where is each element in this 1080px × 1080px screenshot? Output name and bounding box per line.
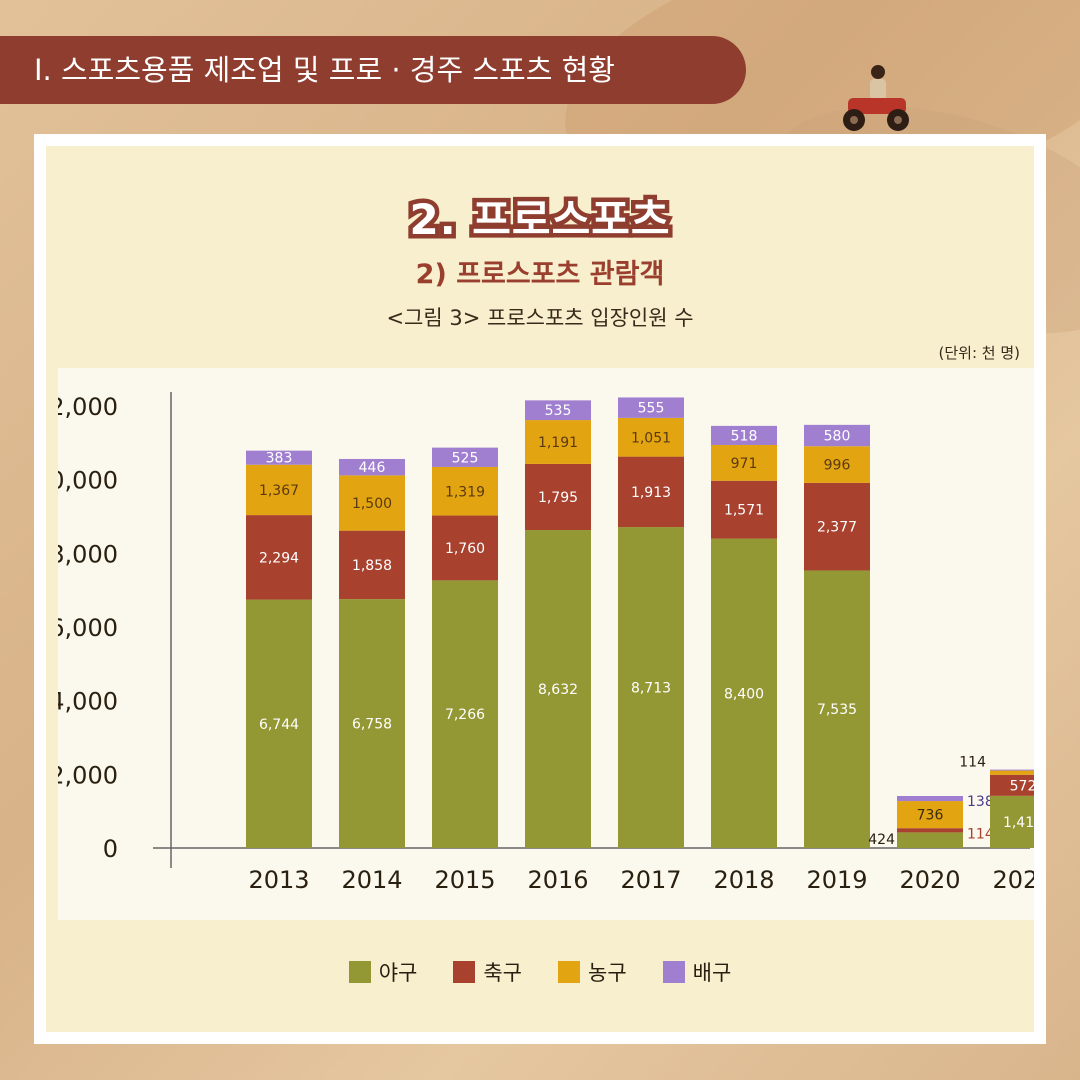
bar-segment-volleyball — [990, 770, 1034, 771]
data-label-baseball: 7,266 — [445, 707, 485, 723]
data-label-basketball: 1,367 — [259, 483, 299, 499]
data-label-soccer: 2,294 — [259, 550, 299, 566]
data-label-baseball: 8,713 — [631, 681, 671, 697]
data-label-soccer: 1,858 — [352, 558, 392, 574]
x-tick-label: 2021 — [992, 866, 1034, 894]
y-tick-label: 6,000 — [58, 614, 118, 642]
page-title: 2. 프로스포츠 — [46, 186, 1034, 247]
data-label-baseball: 7,535 — [817, 702, 857, 718]
chart-card-inner: 2. 프로스포츠 2) 프로스포츠 관람객 <그림 3> 프로스포츠 입장인원 … — [46, 146, 1034, 1032]
y-tick-label: 0 — [103, 835, 118, 863]
atv-rider-illustration — [828, 62, 918, 142]
legend-label-basketball: 농구 — [588, 957, 627, 987]
figure-caption: <그림 3> 프로스포츠 입장인원 수 — [46, 302, 1034, 332]
legend-label-volleyball: 배구 — [693, 957, 732, 987]
bar-segment-baseball — [897, 832, 963, 848]
data-label-soccer: 1,760 — [445, 541, 485, 557]
x-tick-label: 2017 — [620, 866, 681, 894]
chart-subtitle: 2) 프로스포츠 관람객 — [46, 252, 1034, 291]
data-label-soccer: 114 — [967, 826, 994, 842]
unit-label: (단위: 천 명) — [939, 342, 1021, 363]
data-label-baseball: 8,632 — [538, 682, 578, 698]
legend-swatch-volleyball — [663, 961, 685, 983]
x-tick-label: 2018 — [713, 866, 774, 894]
data-label-baseball: 6,744 — [259, 717, 299, 733]
plot-area: 0 2,000 4,000 6,000 8,000 10,000 12,000 6,744 2,… — [58, 368, 1034, 920]
legend-swatch-basketball — [558, 961, 580, 983]
section-banner: I. 스포츠용품 제조업 및 프로 · 경주 스포츠 현황 — [0, 36, 746, 104]
data-label-volleyball: 535 — [545, 403, 572, 419]
data-label-soccer: 1,571 — [724, 503, 764, 519]
data-label-soccer: 2,377 — [817, 520, 857, 536]
legend-item-basketball: 농구 — [558, 957, 627, 987]
data-label-soccer: 1,913 — [631, 485, 671, 501]
bar-segment-basketball — [990, 771, 1034, 775]
stacked-bar-chart: 0 2,000 4,000 6,000 8,000 10,000 12,000 6,744 2,… — [58, 368, 1034, 920]
data-label-volleyball: 138 — [967, 794, 994, 810]
x-tick-label: 2016 — [527, 866, 588, 894]
y-tick-label: 8,000 — [58, 540, 118, 568]
x-tick-label: 2015 — [434, 866, 495, 894]
y-tick-label: 12,000 — [58, 393, 118, 421]
data-label-baseball: 1,416 — [1003, 815, 1034, 831]
x-tick-label: 2020 — [899, 866, 960, 894]
data-label-basketball: 1,319 — [445, 484, 485, 500]
x-tick-label: 2013 — [248, 866, 309, 894]
x-tick-label: 2014 — [341, 866, 402, 894]
legend: 야구 축구 농구 배구 — [46, 952, 1034, 992]
bar-segment-volleyball — [897, 796, 963, 801]
data-label-soccer: 1,795 — [538, 490, 578, 506]
data-label-basketball: 114 — [959, 755, 986, 771]
legend-swatch-soccer — [453, 961, 475, 983]
chart-card: 2. 프로스포츠 2) 프로스포츠 관람객 <그림 3> 프로스포츠 입장인원 … — [34, 134, 1046, 1044]
data-label-soccer: 572 — [1010, 778, 1034, 794]
data-label-basketball: 1,051 — [631, 430, 671, 446]
data-label-volleyball: 383 — [266, 451, 293, 467]
data-label-baseball: 424 — [868, 832, 895, 848]
legend-swatch-baseball — [349, 961, 371, 983]
data-label-basketball: 736 — [917, 808, 944, 824]
legend-item-baseball: 야구 — [349, 957, 418, 987]
x-tick-label: 2019 — [806, 866, 867, 894]
data-label-volleyball: 580 — [824, 429, 851, 445]
data-label-volleyball: 525 — [452, 450, 479, 466]
data-label-basketball: 1,500 — [352, 496, 392, 512]
data-label-baseball: 8,400 — [724, 686, 764, 702]
y-tick-label: 4,000 — [58, 688, 118, 716]
legend-item-soccer: 축구 — [453, 957, 522, 987]
legend-label-baseball: 야구 — [379, 957, 418, 987]
legend-item-volleyball: 배구 — [663, 957, 732, 987]
y-tick-label: 10,000 — [58, 467, 118, 495]
data-label-volleyball: 555 — [638, 401, 665, 417]
y-tick-label: 2,000 — [58, 761, 118, 789]
data-label-basketball: 996 — [824, 458, 851, 474]
data-label-basketball: 971 — [731, 456, 758, 472]
data-label-volleyball: 518 — [731, 428, 758, 444]
data-label-baseball: 6,758 — [352, 717, 392, 733]
legend-label-soccer: 축구 — [483, 957, 522, 987]
bar-segment-soccer — [897, 828, 963, 832]
data-label-basketball: 1,191 — [538, 435, 578, 451]
data-label-volleyball: 446 — [359, 460, 386, 476]
